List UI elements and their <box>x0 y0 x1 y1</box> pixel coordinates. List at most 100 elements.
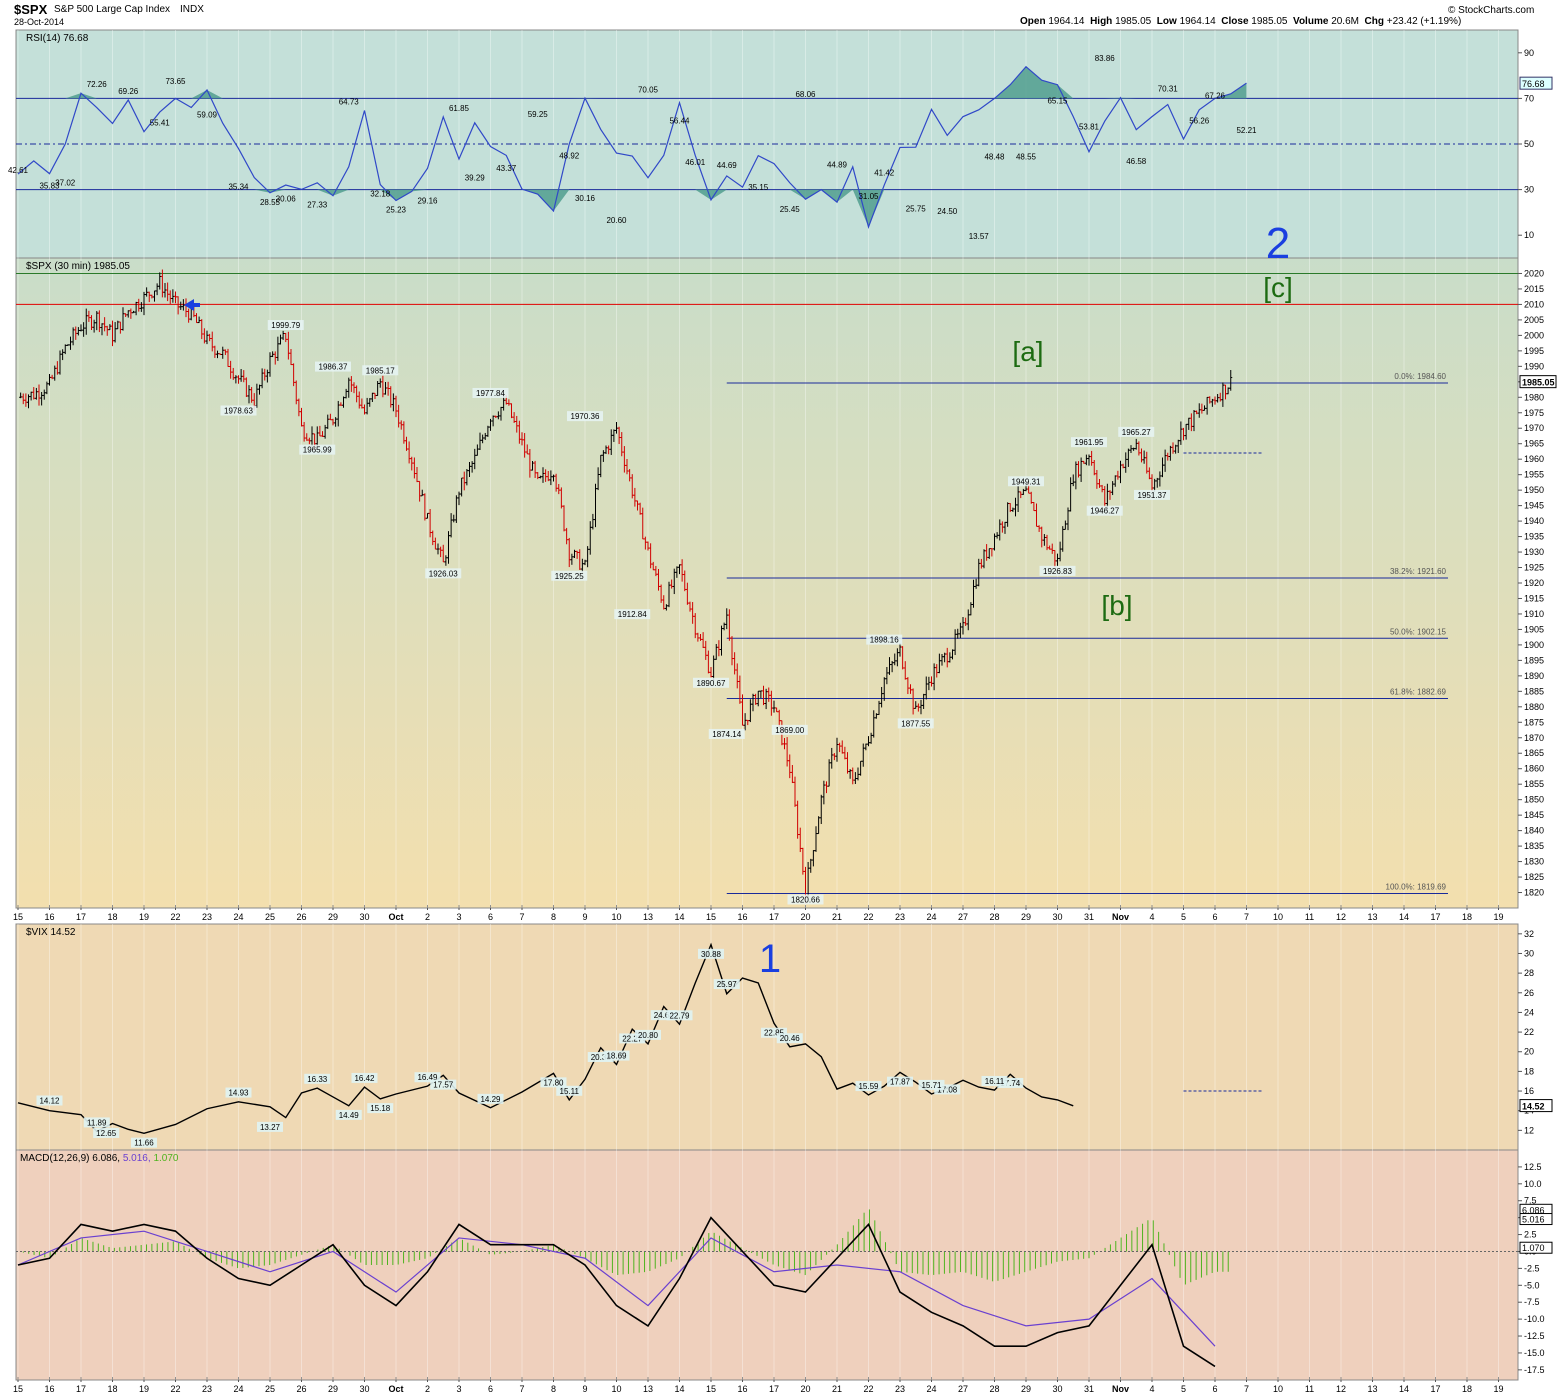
vix-annotation: 13.27 <box>260 1123 281 1132</box>
x-tick-label: 29 <box>328 1384 338 1394</box>
y-tick-label: 1845 <box>1524 810 1544 820</box>
y-tick-label: 20 <box>1524 1047 1534 1057</box>
rsi-value-label: 59.25 <box>528 110 549 119</box>
annotation-bg <box>83 1117 110 1128</box>
annotation-bg <box>304 1073 331 1084</box>
rsi-value-label: 53.81 <box>1079 122 1100 131</box>
x-tick-label: 26 <box>296 1384 306 1394</box>
annotation-bg <box>981 1075 1008 1086</box>
annotation-bg <box>666 1010 693 1021</box>
annotation-bg <box>614 609 651 620</box>
x-tick-label: 18 <box>107 1384 117 1394</box>
vix-annotation: 20.46 <box>780 1034 801 1043</box>
rsi-value-label: 25.45 <box>780 205 801 214</box>
x-tick-label: 15 <box>706 912 716 922</box>
annotation-bg <box>93 1127 120 1138</box>
wave-label-c: [c] <box>1263 272 1293 303</box>
price-last-value: 1985.05 <box>1522 378 1555 388</box>
x-tick-label: 30 <box>359 912 369 922</box>
rsi-value-label: 30.06 <box>276 194 297 203</box>
y-tick-label: 1970 <box>1524 423 1544 433</box>
x-tick-label: 2 <box>425 1384 430 1394</box>
x-tick-label: 23 <box>895 912 905 922</box>
x-tick-label: 16 <box>737 912 747 922</box>
y-tick-label: 1980 <box>1524 392 1544 402</box>
price-annotations: 1999.79 1986.37 1985.17 1978.63 1965.99 1977.… <box>220 320 1170 905</box>
rsi-value-label: 59.09 <box>197 110 218 119</box>
x-tick-label: 26 <box>296 912 306 922</box>
annotation-bg <box>567 411 603 422</box>
y-tick-label: -10.0 <box>1524 1314 1545 1324</box>
macd-last-value-box <box>1519 1213 1553 1226</box>
price-annotation: 1949.31 <box>1012 477 1041 486</box>
index-name: S&P 500 Large Cap Index <box>54 4 171 15</box>
price-annotation: 1926.83 <box>1043 567 1072 576</box>
price-annotation: 1912.84 <box>618 610 647 619</box>
vix-annotation: 25.97 <box>717 980 738 989</box>
y-tick-label: 1885 <box>1524 686 1544 696</box>
x-tick-label: 17 <box>769 912 779 922</box>
y-tick-label: 10 <box>1524 230 1534 240</box>
x-tick-label: 9 <box>582 1384 587 1394</box>
candlesticks <box>19 269 1233 904</box>
x-tick-label: 16 <box>44 912 54 922</box>
y-tick-label: 1870 <box>1524 733 1544 743</box>
vix-annotation: 17.57 <box>433 1081 454 1090</box>
vertical-grid <box>17 30 1499 1380</box>
x-tick-label: 9 <box>582 912 587 922</box>
rsi-value-label: 35.34 <box>228 182 249 191</box>
rsi-value-label: 55.41 <box>150 119 171 128</box>
x-tick-label: 16 <box>44 1384 54 1394</box>
rsi-value-label: 13.57 <box>969 232 990 241</box>
x-tick-label: 29 <box>1021 1384 1031 1394</box>
rsi-value-label: 64.73 <box>339 97 360 106</box>
vix-annotation: 17.80 <box>543 1078 564 1087</box>
annotation-bg <box>425 568 462 579</box>
fib-label: 38.2%: 1921.60 <box>1390 567 1447 576</box>
vix-annotation: 11.66 <box>134 1139 154 1148</box>
x-tick-label: 18 <box>107 912 117 922</box>
x-tick-label: 21 <box>832 912 842 922</box>
annotation-bg <box>635 1029 661 1040</box>
arrow-marker-icon <box>184 299 200 311</box>
x-tick-label: 23 <box>202 1384 212 1394</box>
macd-histogram <box>22 1209 1229 1285</box>
vix-annotation: 11.89 <box>87 1118 107 1127</box>
price-annotation: 1877.55 <box>901 719 930 728</box>
macd-last-value: 5.016 <box>1522 1215 1545 1225</box>
vix-annotation: 17.08 <box>937 1085 958 1094</box>
x-tick-label: 13 <box>1367 912 1377 922</box>
annotation-bg <box>220 405 257 416</box>
rsi-value-label: 73.65 <box>165 77 186 86</box>
x-tick-label: 30 <box>1052 1384 1062 1394</box>
rsi-value-label: 56.44 <box>669 116 690 125</box>
annotation-bg <box>934 1084 961 1095</box>
rsi-value-label: 67.26 <box>1205 92 1226 101</box>
annotation-bg <box>693 677 729 688</box>
y-tick-label: 1820 <box>1524 888 1544 898</box>
annotation-bg <box>36 1095 63 1106</box>
x-tick-label: 19 <box>1493 912 1503 922</box>
x-tick-label: 28 <box>989 912 999 922</box>
price-annotation: 1926.03 <box>429 569 458 578</box>
y-tick-label: 1875 <box>1524 717 1544 727</box>
rsi-value-label: 31.05 <box>858 192 879 201</box>
vix-annotation: 20.38 <box>591 1053 612 1062</box>
rsi-value-label: 52.21 <box>1236 126 1257 135</box>
rsi-value-label: 48.92 <box>559 151 580 160</box>
vix-annotation: 18.69 <box>606 1052 627 1061</box>
annotation-bg <box>430 1079 457 1090</box>
vix-annotation: 16.49 <box>417 1073 438 1082</box>
rsi-value-label: 43.37 <box>496 164 517 173</box>
vix-annotation: 15.18 <box>370 1104 391 1113</box>
vix-annotation: 14.49 <box>339 1111 360 1120</box>
y-tick-label: 1975 <box>1524 408 1544 418</box>
rsi-last-value: 76.68 <box>1522 79 1545 89</box>
rsi-value-label: 65.15 <box>1047 96 1068 105</box>
macd-legend-signal: 5.016, <box>123 1153 154 1164</box>
x-tick-label: 18 <box>1462 1384 1472 1394</box>
annotation-bg <box>1008 476 1044 487</box>
rsi-line <box>17 65 1247 229</box>
annotation-bg <box>1086 505 1123 516</box>
macd-legend-hist: 1.070 <box>153 1153 178 1164</box>
